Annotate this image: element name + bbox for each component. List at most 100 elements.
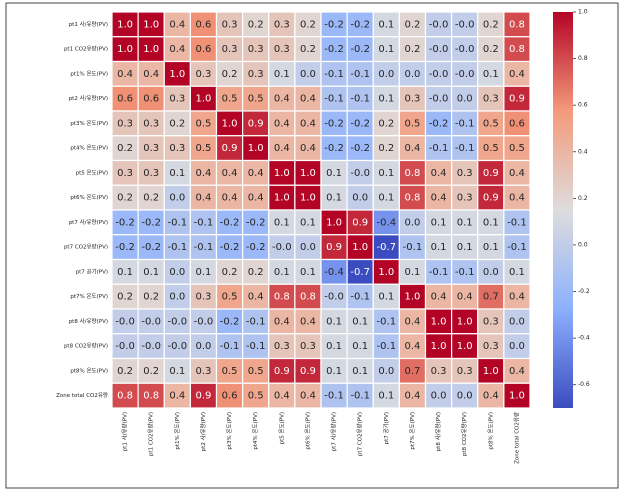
cell-label: -0.1	[246, 316, 266, 327]
y-tick-label: pt1 사/유량(PV)	[69, 20, 108, 28]
cell-label: 0.5	[248, 94, 264, 105]
colorbar-tick-label: 0.6	[578, 102, 588, 109]
cell-label: -0.1	[194, 242, 214, 253]
cell-label: 0.2	[143, 193, 159, 204]
cell-label: 0.1	[457, 242, 473, 253]
cell-label: 1.0	[195, 94, 211, 105]
cell	[137, 382, 165, 409]
cell-label: -0.0	[168, 316, 188, 327]
cell-label: -0.2	[115, 217, 135, 228]
cell	[268, 135, 296, 162]
cell-label: -0.0	[324, 292, 344, 303]
cell-label: 0.1	[378, 391, 394, 402]
cell-label: 0.1	[117, 267, 133, 278]
cell-label: -0.1	[507, 242, 527, 253]
cell-label: 0.8	[509, 44, 525, 55]
cell-label: 0.4	[431, 193, 447, 204]
cell-label: 0.9	[195, 391, 211, 402]
cell	[268, 159, 296, 186]
cell	[424, 333, 453, 360]
cell	[503, 184, 531, 211]
cell-label: 0.2	[300, 44, 316, 55]
cell	[242, 85, 270, 112]
cell-label: 0.9	[222, 143, 238, 154]
cell	[268, 258, 296, 285]
cell	[215, 209, 244, 236]
cell	[477, 258, 505, 285]
cell	[477, 135, 505, 162]
cell	[215, 283, 244, 310]
cell-label: 0.1	[483, 217, 499, 228]
cell-label: 0.5	[483, 143, 499, 154]
cell-label: -0.1	[455, 118, 475, 129]
cell	[268, 85, 296, 112]
cell	[320, 110, 348, 137]
cell	[398, 85, 427, 112]
cell	[242, 308, 270, 335]
y-tick-label: pt7% 온도(PV)	[70, 293, 108, 300]
y-tick-label: pt8% 온도(PV)	[70, 367, 108, 374]
cell-label: 0.0	[509, 316, 525, 327]
cell-label: 0.1	[509, 267, 525, 278]
cell-label: 0.8	[404, 168, 420, 179]
cell-label: 0.8	[274, 292, 290, 303]
y-tick-label: pt5 온도(PV)	[76, 169, 108, 176]
cell	[137, 184, 165, 211]
cell-label: -0.1	[429, 143, 449, 154]
cell	[320, 184, 348, 211]
cell-label: 1.0	[117, 44, 133, 55]
cell	[451, 308, 479, 335]
cell-label: 0.9	[248, 118, 264, 129]
colorbar-tick-label: 0.2	[578, 195, 588, 202]
cell	[111, 382, 139, 409]
cell-label: -0.7	[377, 242, 397, 253]
cell	[320, 357, 348, 384]
cell	[503, 159, 531, 186]
cell-label: 0.8	[300, 292, 316, 303]
cell	[424, 159, 453, 186]
cell-label: 0.2	[222, 69, 238, 80]
cell-label: 0.4	[509, 193, 525, 204]
cell-label: 0.2	[404, 44, 420, 55]
cell	[320, 333, 348, 360]
y-tick-label: pt2 사/유량(PV)	[69, 94, 108, 102]
cell	[477, 11, 505, 38]
colorbar-tick-label: -0.6	[578, 381, 590, 388]
cell-label: 0.2	[143, 292, 159, 303]
x-tick-label: pt8% 온도(PV)	[487, 412, 494, 450]
cell-label: 0.6	[195, 44, 211, 55]
cell	[424, 184, 453, 211]
cell-label: 0.3	[248, 69, 264, 80]
cell-label: 0.4	[248, 292, 264, 303]
cell-label: 0.0	[457, 391, 473, 402]
cell	[503, 333, 531, 360]
x-tick-label: pt1% 온도(PV)	[174, 412, 181, 450]
cell-label: 0.1	[378, 168, 394, 179]
cell-label: -0.1	[350, 69, 370, 80]
cell-label: 0.0	[300, 69, 316, 80]
cell-label: 0.4	[404, 143, 420, 154]
cell-label: 0.4	[169, 19, 185, 30]
heatmap: 1.0 1.0 0.4 0.6 0.3 0.2 0.3 0.2 -0.2 -0.2 0.1 0.2 -0…	[111, 11, 531, 409]
cell-label: 0.5	[483, 118, 499, 129]
cell-label: 0.9	[509, 94, 525, 105]
cell	[111, 258, 139, 285]
cell	[294, 184, 322, 211]
cell-label: -0.2	[246, 217, 266, 228]
cell-label: 0.4	[117, 69, 133, 80]
cell	[372, 283, 400, 310]
y-tick-label: pt6% 온도(PV)	[70, 194, 108, 201]
cell-label: 0.4	[195, 193, 211, 204]
cell-label: 0.1	[483, 69, 499, 80]
cell	[242, 382, 270, 409]
cell-label: 0.4	[274, 391, 290, 402]
cell	[111, 85, 139, 112]
cell-label: -0.2	[141, 217, 161, 228]
cell-label: 0.0	[169, 193, 185, 204]
cell-label: 1.0	[483, 366, 499, 377]
colorbar-tick-label: -0.2	[578, 288, 590, 295]
cell-label: 0.2	[248, 19, 264, 30]
cell-label: 0.1	[195, 267, 211, 278]
cell-label: 1.0	[431, 341, 447, 352]
cell-label: 0.0	[378, 69, 394, 80]
